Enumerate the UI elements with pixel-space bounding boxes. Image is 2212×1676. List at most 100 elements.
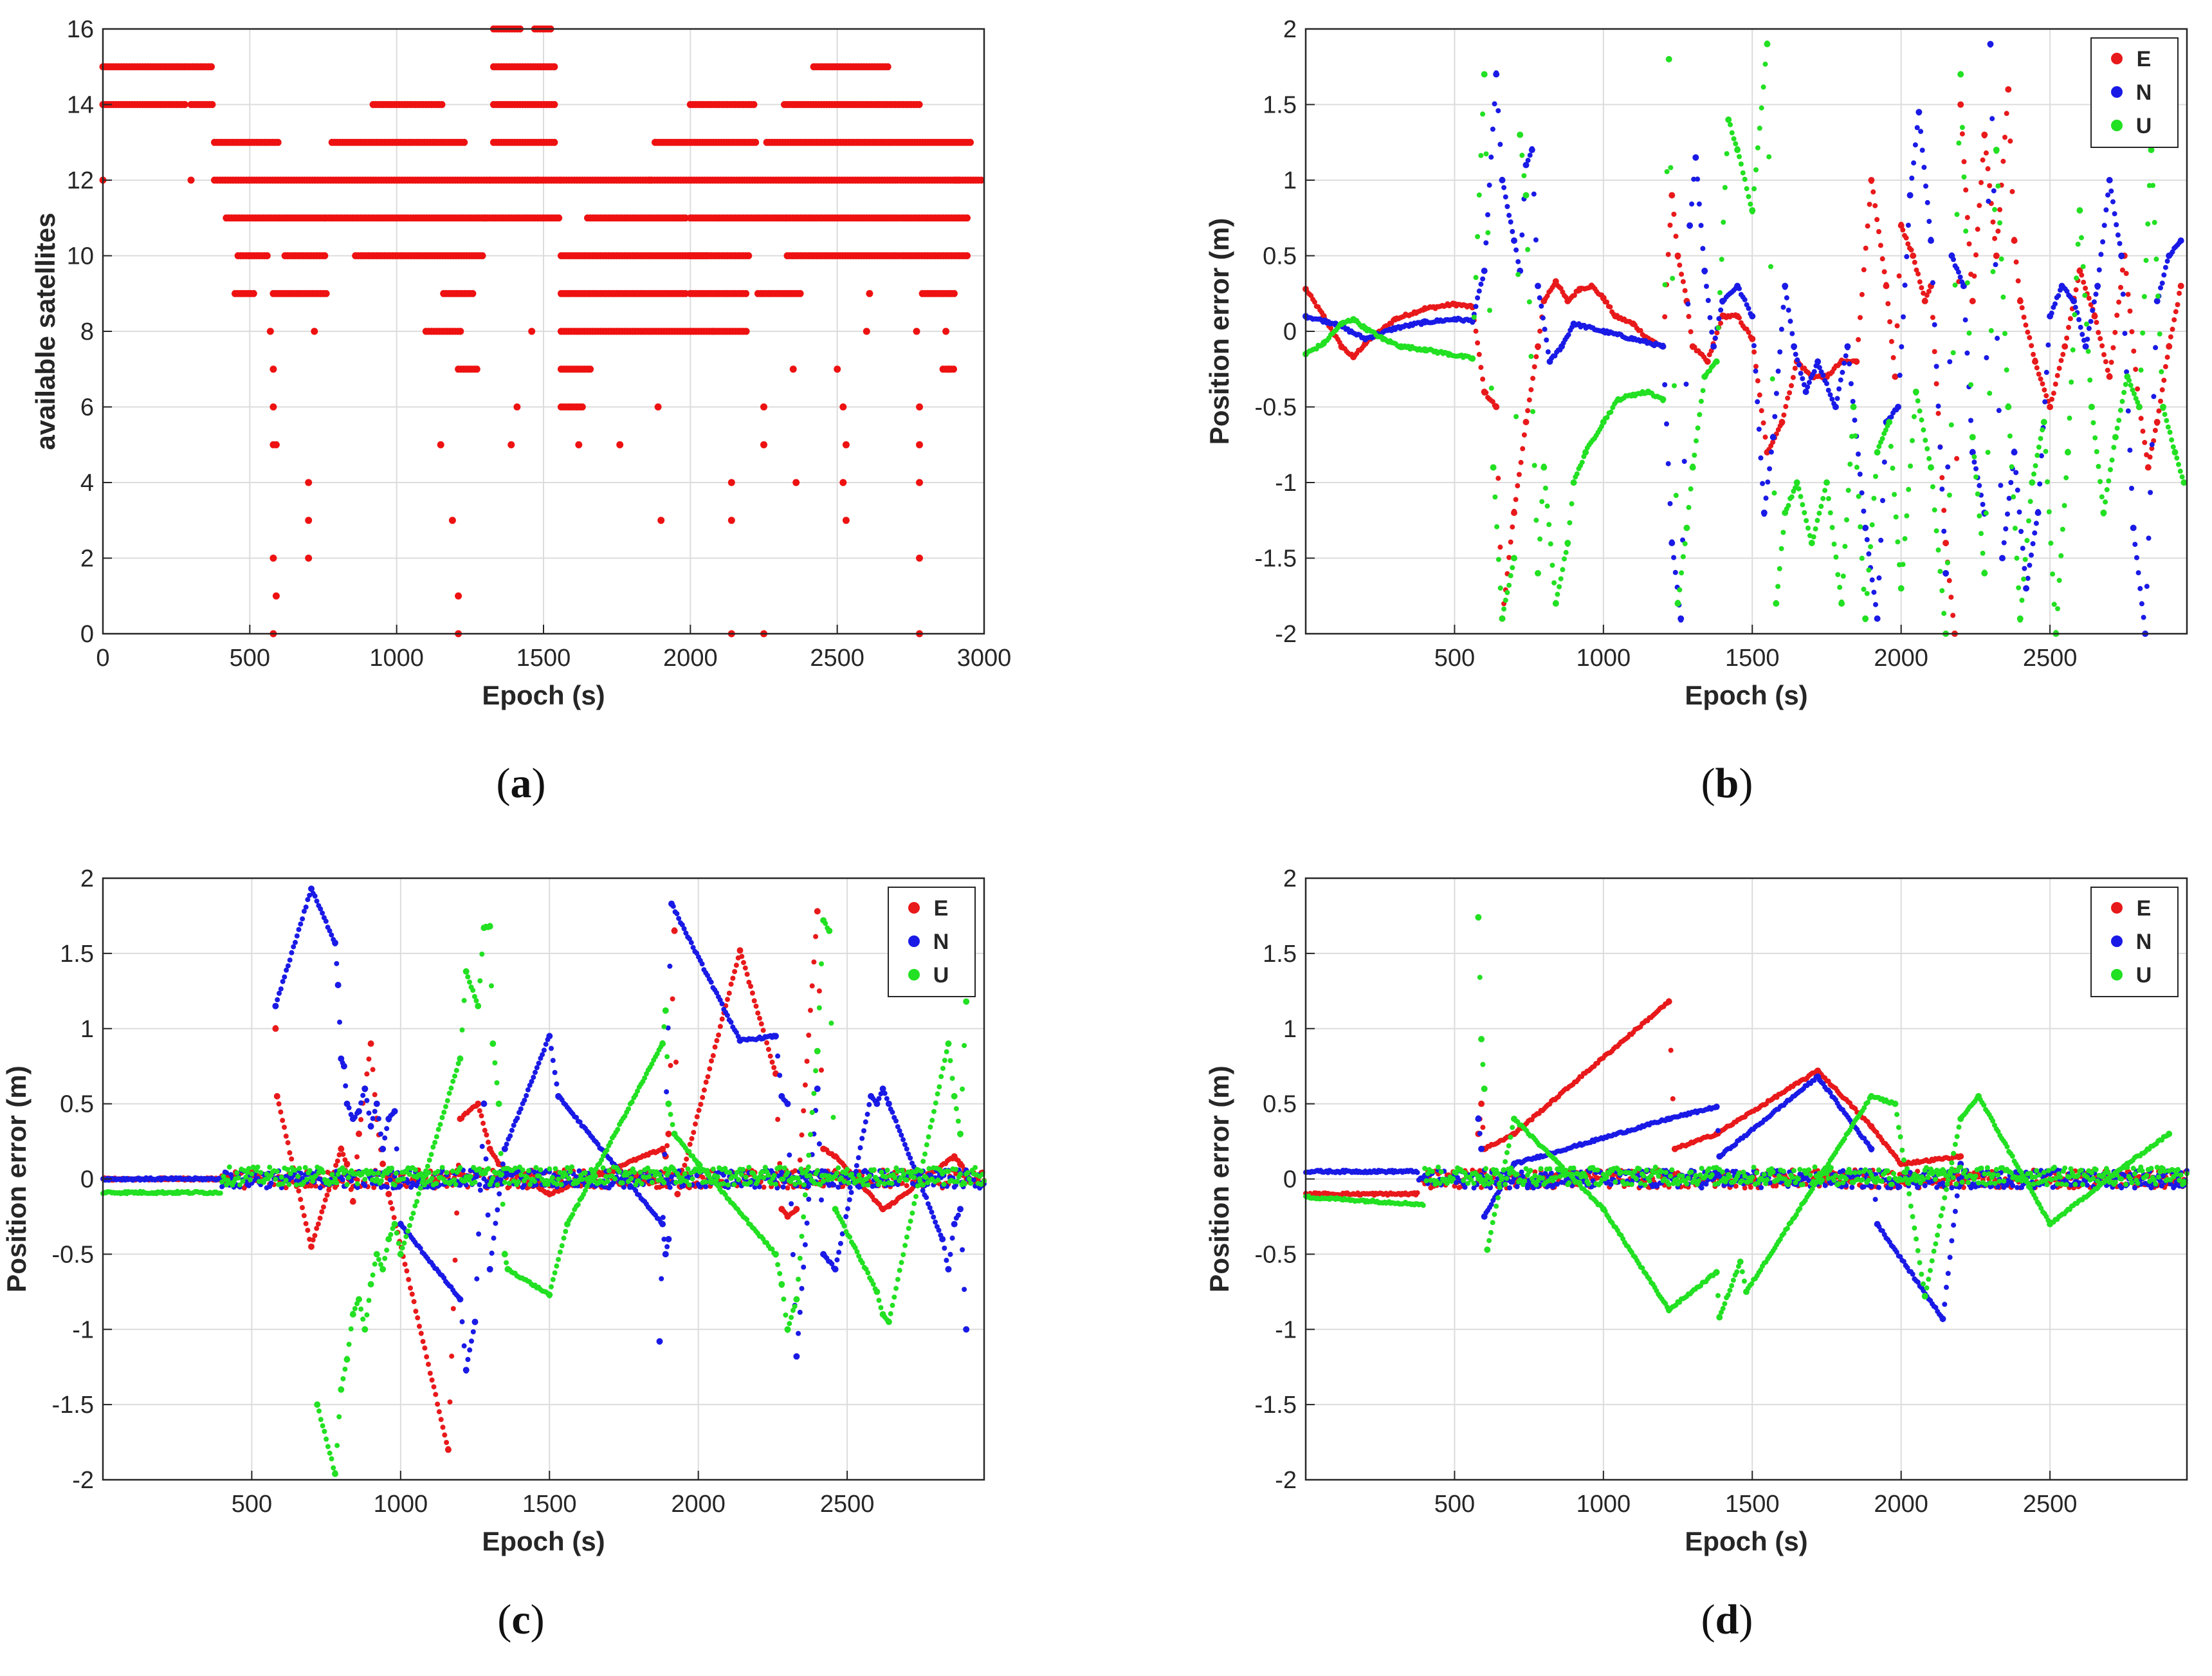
data-point <box>1861 267 1867 273</box>
data-point <box>1904 513 1910 519</box>
data-point <box>385 1116 392 1122</box>
data-point <box>1701 373 1708 380</box>
data-point <box>1887 319 1893 325</box>
data-point <box>796 290 804 297</box>
data-point <box>448 517 456 524</box>
data-point <box>1782 510 1789 516</box>
data-point <box>1604 299 1610 305</box>
data-point <box>319 1209 325 1215</box>
data-point <box>674 911 680 917</box>
data-point <box>1704 358 1711 365</box>
data-point <box>1959 125 1965 131</box>
data-point <box>1539 303 1544 309</box>
data-point <box>1700 388 1706 394</box>
data-point <box>385 1190 392 1197</box>
data-point <box>942 327 950 335</box>
y-tick-label: 12 <box>67 167 94 194</box>
data-point <box>2094 282 2101 290</box>
data-point <box>727 517 735 524</box>
data-point <box>1759 105 1764 111</box>
data-point <box>2119 398 2125 404</box>
y-tick-label: 4 <box>80 470 94 497</box>
data-point <box>1880 498 1885 503</box>
data-point <box>1948 594 1954 600</box>
data-point <box>1985 450 1991 456</box>
data-point <box>775 1116 781 1122</box>
data-point <box>2171 449 2179 456</box>
data-points <box>1303 40 2188 637</box>
data-point <box>2008 480 2014 485</box>
data-point <box>1483 240 1489 246</box>
data-point <box>2119 267 2125 273</box>
data-point <box>486 1145 493 1152</box>
data-point <box>1852 433 1858 439</box>
y-tick-label: 1 <box>1283 167 1297 194</box>
data-point <box>1692 452 1697 458</box>
data-point <box>1962 317 1968 323</box>
y-tick-label: 0 <box>1283 318 1297 345</box>
data-point <box>1973 466 1979 472</box>
data-point <box>1977 513 1982 519</box>
data-point <box>1820 495 1826 501</box>
data-point <box>420 1339 426 1345</box>
data-point <box>816 988 822 994</box>
data-point <box>963 1326 970 1333</box>
data-point <box>1804 518 1809 524</box>
data-point <box>1480 276 1486 282</box>
data-point <box>1515 272 1521 277</box>
data-point <box>358 1100 364 1106</box>
data-point <box>2171 317 2177 323</box>
data-point <box>2072 312 2078 318</box>
data-point <box>272 592 280 600</box>
data-point <box>2018 529 2024 534</box>
data-point <box>397 1220 404 1228</box>
data-point <box>2118 252 2125 259</box>
data-point <box>962 1287 967 1293</box>
data-point <box>1608 409 1614 415</box>
data-point <box>1856 493 1861 499</box>
data-point <box>1755 378 1760 383</box>
data-point <box>1668 165 1674 170</box>
data-point <box>1795 357 1800 363</box>
data-point <box>2101 352 2107 358</box>
data-point <box>1926 456 1932 461</box>
data-point <box>1873 602 1878 607</box>
data-point <box>2116 299 2122 305</box>
data-point <box>1912 142 1918 148</box>
data-point <box>1834 396 1840 401</box>
data-point <box>1600 328 1607 335</box>
data-point <box>518 1106 524 1112</box>
data-point <box>1998 483 2004 488</box>
data-point <box>1483 151 1489 157</box>
data-point <box>549 1045 554 1051</box>
data-point <box>270 441 277 448</box>
data-point <box>1957 274 1963 280</box>
data-point <box>2162 364 2168 369</box>
data-point <box>2174 455 2180 461</box>
data-point <box>1758 455 1764 461</box>
data-point <box>1665 56 1672 62</box>
data-point <box>916 479 923 486</box>
data-point <box>819 1067 824 1073</box>
data-point <box>832 1266 839 1273</box>
data-point <box>285 963 291 969</box>
data-point <box>1995 228 2001 234</box>
data-point <box>2141 614 2146 620</box>
data-point <box>1813 526 1818 531</box>
data-point <box>757 1015 762 1021</box>
data-point <box>379 1161 387 1168</box>
data-point <box>1852 418 1858 423</box>
data-point <box>1685 301 1691 307</box>
data-point <box>1516 472 1522 477</box>
data-point <box>1501 185 1507 190</box>
data-point <box>1719 257 1724 262</box>
y-tick-label: 1.5 <box>1263 92 1297 119</box>
data-point <box>744 972 750 977</box>
data-point <box>801 1264 807 1270</box>
data-point <box>2096 464 2101 469</box>
data-point <box>793 1353 800 1360</box>
x-tick-label: 500 <box>230 645 270 672</box>
data-point <box>2056 365 2062 371</box>
data-point <box>1806 380 1812 385</box>
data-point <box>1888 338 1894 344</box>
